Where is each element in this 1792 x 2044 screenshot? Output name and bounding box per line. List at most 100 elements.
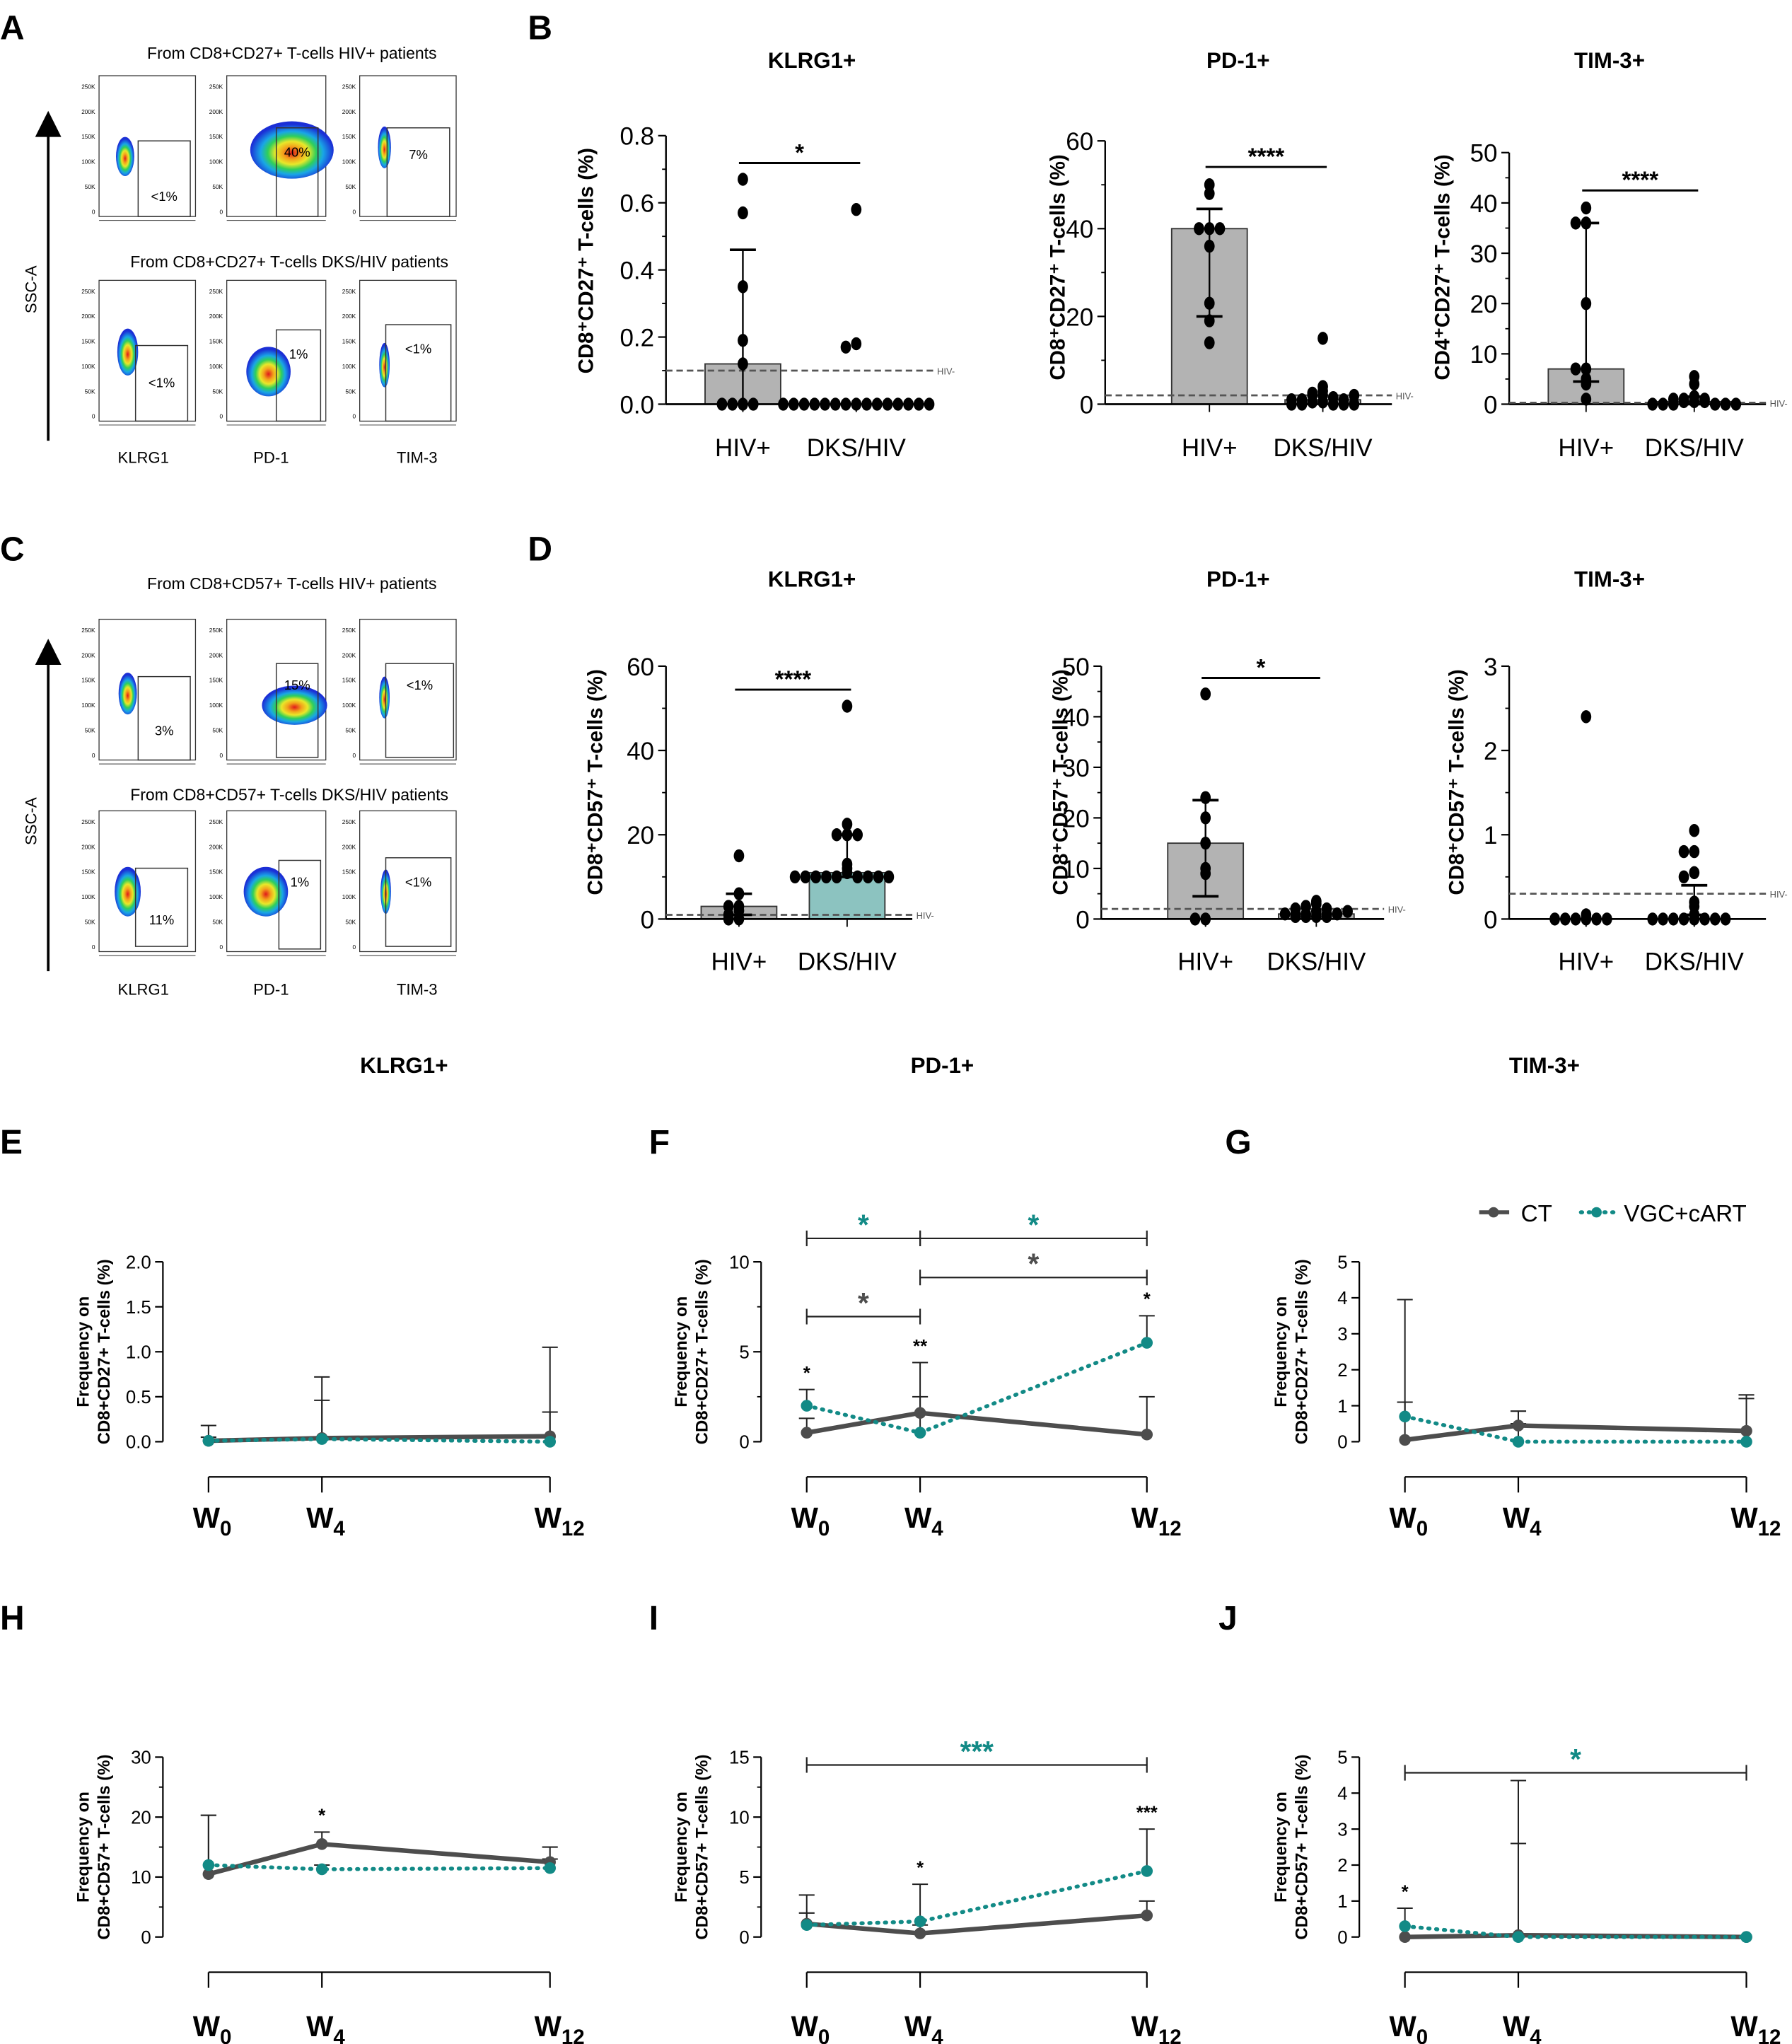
- bracket-significance-stars: *: [1028, 1208, 1040, 1241]
- data-point: [798, 397, 810, 411]
- flow-y-tick: 0: [353, 752, 356, 759]
- density-blob: [246, 347, 291, 397]
- data-point: [1349, 388, 1360, 402]
- flow-y-tick: 100K: [209, 893, 223, 900]
- hiv-negative-label: HIV-: [1388, 905, 1406, 915]
- y-tick-label: 0: [1484, 391, 1497, 419]
- panel-letter-h: H: [0, 1600, 25, 1637]
- data-point: [1327, 397, 1339, 411]
- flow-y-tick: 250K: [342, 83, 356, 90]
- y-tick-label: 0: [739, 1433, 749, 1453]
- x-category-label: DKS/HIV: [798, 948, 897, 975]
- data-point: [1647, 397, 1658, 411]
- flow-y-tick: 150K: [209, 338, 223, 345]
- point-significance: **: [913, 1337, 928, 1357]
- data-point: [716, 397, 728, 411]
- y-axis-label-line2: CD8+CD57+ T-cells (%): [1292, 1755, 1311, 1940]
- flow-y-tick: 50K: [345, 388, 356, 395]
- chart-title: TIM-3+: [1574, 567, 1645, 591]
- x-tick-label-w4: W4: [904, 1502, 943, 1540]
- density-blob: [115, 866, 141, 917]
- gate-rectangle: [134, 344, 189, 422]
- data-point: [1581, 393, 1592, 406]
- flow-y-tick: 200K: [81, 843, 95, 850]
- y-axis-label-line1: Frequency on: [672, 1792, 691, 1903]
- x-tick-label-w4: W4: [1503, 1502, 1542, 1540]
- panel-letter-e: E: [0, 1124, 23, 1161]
- data-point: [842, 818, 853, 831]
- data-point: [1689, 844, 1700, 859]
- data-point: [1601, 912, 1612, 926]
- gate-percent: 3%: [155, 724, 174, 738]
- data-point: [738, 173, 748, 186]
- flow-y-tick: 50K: [212, 918, 223, 925]
- chart-panel-e-6: Frequency on CD8+CD27+ T-cells (%) 0.0 0.5 1…: [74, 1253, 584, 1540]
- x-tick-label-w12: W12: [535, 2010, 585, 2044]
- legend: CT VGC+cART: [1479, 1201, 1747, 1227]
- legend-ct-label: CT: [1521, 1201, 1552, 1227]
- y-tick-label: 2: [1337, 1361, 1347, 1381]
- data-point: [733, 849, 745, 863]
- data-point: [778, 397, 789, 411]
- x-category-label: DKS/HIV: [1645, 948, 1745, 975]
- y-axis-label-line1: Frequency on: [672, 1296, 691, 1407]
- data-point: [1214, 222, 1226, 236]
- data-point: [789, 870, 801, 884]
- y-tick-label: 3: [1337, 1325, 1347, 1345]
- data-point: [1668, 912, 1679, 926]
- vgc-series-line: [206, 1863, 552, 1871]
- y-axis-label: CD8⁺CD27⁺ T-cells (%): [575, 148, 598, 373]
- y-tick-label: 40: [1470, 190, 1498, 218]
- data-point: [882, 397, 893, 411]
- y-axis-label-line2: CD8+CD27+ T-cells (%): [1292, 1259, 1311, 1444]
- density-blob: [243, 866, 289, 917]
- significance-stars: ****: [1248, 144, 1285, 170]
- flow-y-tick: 50K: [212, 183, 223, 190]
- data-point: [788, 397, 799, 411]
- significance-stars: ****: [1622, 168, 1658, 194]
- y-axis-label: CD4⁺CD27⁺ T-cells (%): [1431, 154, 1454, 380]
- gate-percent: 1%: [289, 347, 308, 361]
- data-point: [1720, 397, 1731, 411]
- flow-y-tick: 150K: [81, 869, 95, 876]
- flow-plot-frame: [359, 279, 457, 422]
- flow-plot-frame: [98, 618, 197, 761]
- flow-y-tick: 150K: [342, 869, 356, 876]
- gate-rectangle: [385, 857, 452, 947]
- x-tick-label-w12: W12: [1131, 2010, 1182, 2044]
- arrow-head-icon: [35, 639, 62, 666]
- data-point: [903, 397, 914, 411]
- bracket-significance-stars: ***: [960, 1735, 994, 1767]
- hiv-negative-label: HIV-: [1396, 391, 1414, 402]
- data-point: [800, 870, 811, 884]
- flow-y-tick: 0: [220, 208, 223, 215]
- hiv-negative-label: HIV-: [917, 910, 934, 921]
- column-title: KLRG1+: [360, 1053, 448, 1078]
- data-point: [1279, 907, 1291, 921]
- y-axis-label-line1: Frequency on: [74, 1296, 93, 1407]
- data-point: [873, 870, 884, 884]
- hiv-negative-label: HIV-: [1770, 398, 1788, 409]
- vgc-legend-marker-icon: [1591, 1207, 1602, 1218]
- ct-data-point: [1740, 1424, 1752, 1437]
- flow-y-tick: 200K: [209, 843, 223, 850]
- x-tick-label-w12: W12: [1730, 2010, 1781, 2044]
- x-tick-label-w0: W0: [193, 2010, 232, 2044]
- y-tick-label: 0: [1080, 391, 1093, 419]
- panel-letters: A B C D E F G H I J: [0, 9, 1252, 1637]
- data-point: [810, 870, 822, 884]
- bracket-significance-stars: *: [1570, 1743, 1581, 1775]
- gate-percent: <1%: [405, 342, 431, 356]
- y-tick-label: 10: [729, 1253, 750, 1272]
- flow-plot-frame: [359, 618, 457, 761]
- chart-panel-j-11: Frequency on CD8+CD57+ T-cells (%) 0 1 2 3 4 5 W…: [1272, 1743, 1781, 2044]
- chart-panel-i-10: Frequency on CD8+CD57+ T-cells (%) 0 5 10 15 W…: [672, 1735, 1181, 2044]
- arrow-head-icon: [35, 110, 62, 137]
- chart-title: TIM-3+: [1574, 48, 1645, 73]
- y-tick-label: 20: [627, 822, 654, 849]
- flow-y-tick: 200K: [342, 108, 356, 115]
- data-point: [1194, 222, 1204, 236]
- y-tick-label: 5: [739, 1342, 749, 1362]
- y-tick-label: 40: [1062, 704, 1090, 731]
- flow-title-bottom: From CD8+CD27+ T-cells DKS/HIV patients: [130, 252, 448, 271]
